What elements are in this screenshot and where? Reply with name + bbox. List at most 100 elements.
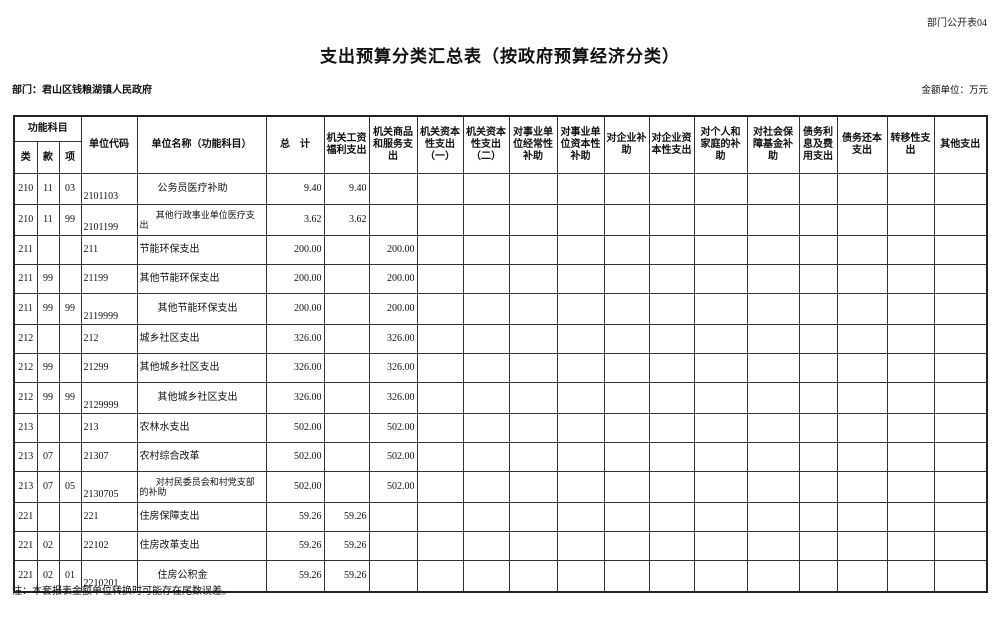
table-cell: 326.00 <box>368 324 418 354</box>
table-cell <box>603 235 650 265</box>
table-cell <box>693 502 748 532</box>
column-header: 机关资本性支出（二） <box>462 115 510 174</box>
table-cell <box>648 531 695 561</box>
table-cell: 3.62 <box>323 204 370 236</box>
table-cell: 502.00 <box>265 471 325 503</box>
table-cell <box>933 531 988 561</box>
table-cell <box>416 502 464 532</box>
table-cell <box>416 560 464 593</box>
table-cell <box>933 264 988 294</box>
table-cell <box>886 560 935 593</box>
table-cell <box>556 531 605 561</box>
table-cell <box>58 502 82 532</box>
column-header: 对事业单位资本性补助 <box>556 115 605 174</box>
table-row: 211 99 99 2119999 其他节能环保支出 200.00 200.00 <box>13 293 988 325</box>
table-cell <box>933 353 988 383</box>
table-row: 212 99 21299 其他城乡社区支出 326.00 326.00 <box>13 353 988 383</box>
table-cell <box>746 264 800 294</box>
table-cell <box>836 413 888 443</box>
table-row: 210 11 99 2101199 其他行政事业单位医疗支出 3.62 3.62 <box>13 204 988 236</box>
table-cell <box>323 264 370 294</box>
table-cell <box>648 442 695 472</box>
table-cell: 502.00 <box>368 442 418 472</box>
table-cell <box>693 382 748 414</box>
table-cell <box>556 471 605 503</box>
table-cell <box>556 264 605 294</box>
table-cell <box>556 442 605 472</box>
page-title: 支出预算分类汇总表（按政府预算经济分类） <box>320 47 680 66</box>
table-cell <box>603 442 650 472</box>
table-cell <box>693 204 748 236</box>
table-cell: 221 <box>13 502 38 532</box>
column-header: 机关工资福利支出 <box>323 115 370 174</box>
table-row: 210 11 03 2101103 公务员医疗补助 9.40 9.40 <box>13 173 988 205</box>
budget-table: 功能科目 单位代码 单位名称（功能科目）总 计机关工资福利支出 机关商品和服务支出 机关… <box>13 115 989 593</box>
table-cell <box>798 413 838 443</box>
table-cell <box>462 235 510 265</box>
table-cell: 3.62 <box>265 204 325 236</box>
table-cell: 213 <box>13 442 38 472</box>
table-cell: 02 <box>36 531 60 561</box>
table-cell <box>798 382 838 414</box>
table-cell: 99 <box>36 353 60 383</box>
table-cell <box>603 353 650 383</box>
table-cell <box>693 471 748 503</box>
table-cell: 200.00 <box>368 293 418 325</box>
table-cell <box>323 324 370 354</box>
table-cell: 住房改革支出 <box>136 531 267 561</box>
table-cell: 21299 <box>80 353 138 383</box>
table-cell <box>746 173 800 205</box>
table-cell <box>416 173 464 205</box>
table-cell <box>508 413 558 443</box>
table-row: 221 02 22102 住房改革支出 59.26 59.26 <box>13 531 988 561</box>
table-cell <box>416 413 464 443</box>
table-cell: 2129999 <box>80 382 138 414</box>
table-cell <box>798 173 838 205</box>
table-cell <box>508 382 558 414</box>
column-header: 单位名称（功能科目） <box>136 115 267 174</box>
table-cell <box>462 531 510 561</box>
table-cell: 212 <box>13 353 38 383</box>
table-cell <box>648 293 695 325</box>
table-cell <box>603 382 650 414</box>
table-row: 213 07 21307 农村综合改革 502.00 502.00 <box>13 442 988 472</box>
table-cell <box>933 442 988 472</box>
table-cell <box>508 442 558 472</box>
table-cell: 200.00 <box>265 235 325 265</box>
table-cell <box>746 353 800 383</box>
table-row: 213 07 05 2130705 对村民委员会和村党支部的补助 502.00 502.00 <box>13 471 988 503</box>
table-cell: 农村综合改革 <box>136 442 267 472</box>
column-group-function-subject: 功能科目 <box>13 115 82 142</box>
column-header: 对社会保障基金补助 <box>746 115 800 174</box>
table-cell <box>836 204 888 236</box>
table-cell: 公务员医疗补助 <box>136 173 267 205</box>
table-cell: 59.26 <box>323 560 370 593</box>
column-header: 债务还本支出 <box>836 115 888 174</box>
table-cell: 对村民委员会和村党支部的补助 <box>136 471 267 503</box>
table-cell <box>886 324 935 354</box>
table-cell <box>462 471 510 503</box>
table-cell <box>603 204 650 236</box>
column-subheader: 项 <box>58 141 82 174</box>
table-cell <box>798 293 838 325</box>
table-cell <box>648 353 695 383</box>
table-cell <box>603 173 650 205</box>
table-cell <box>368 531 418 561</box>
table-cell <box>556 235 605 265</box>
table-cell: 2210201 <box>80 560 138 593</box>
table-cell <box>886 471 935 503</box>
table-cell: 326.00 <box>265 382 325 414</box>
table-cell <box>648 235 695 265</box>
table-cell <box>693 324 748 354</box>
table-cell <box>798 531 838 561</box>
table-cell <box>693 442 748 472</box>
table-cell <box>462 502 510 532</box>
table-cell <box>746 502 800 532</box>
table-cell: 其他行政事业单位医疗支出 <box>136 204 267 236</box>
table-cell: 11 <box>36 204 60 236</box>
table-cell <box>603 293 650 325</box>
table-cell <box>462 324 510 354</box>
table-cell <box>886 353 935 383</box>
table-cell <box>746 531 800 561</box>
